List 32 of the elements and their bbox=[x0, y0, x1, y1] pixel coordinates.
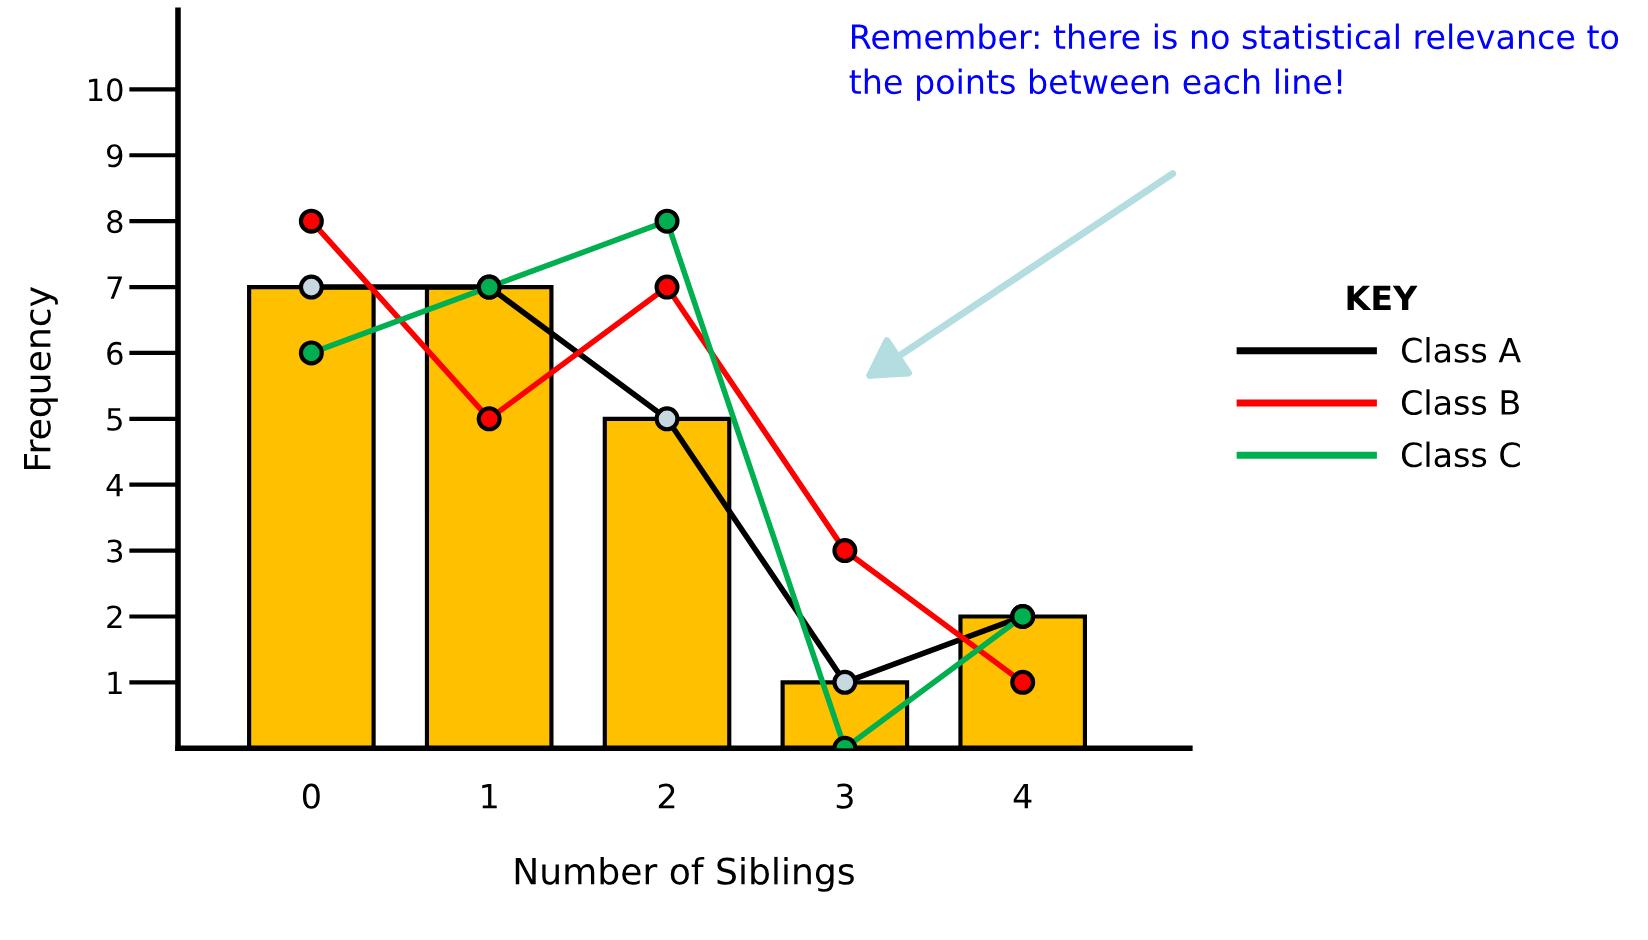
y-tick-label: 4 bbox=[106, 474, 123, 497]
x-axis-title: Number of Siblings bbox=[515, 856, 854, 892]
point bbox=[832, 669, 858, 695]
legend-label: Class B bbox=[1401, 389, 1519, 416]
x-tick-label: 4 bbox=[1013, 783, 1032, 809]
y-tick-label: 6 bbox=[107, 341, 123, 365]
x-tick-label: 2 bbox=[658, 783, 675, 809]
point bbox=[654, 274, 680, 300]
y-tick-label: 9 bbox=[106, 144, 123, 168]
y-tick-label: 10 bbox=[88, 78, 123, 102]
legend-title: KEY bbox=[1347, 285, 1418, 311]
x-tick-label: 0 bbox=[302, 783, 320, 809]
point bbox=[1010, 669, 1036, 695]
y-tick-label: 1 bbox=[108, 671, 122, 694]
y-tick-label: 2 bbox=[107, 605, 122, 629]
point bbox=[476, 406, 502, 432]
point bbox=[298, 340, 324, 366]
point bbox=[298, 208, 324, 234]
x-tick-label: 1 bbox=[482, 783, 497, 809]
y-tick-label: 8 bbox=[107, 210, 123, 234]
point bbox=[654, 406, 680, 432]
legend-label: Class C bbox=[1401, 441, 1520, 468]
legend-label: Class A bbox=[1401, 337, 1521, 363]
y-tick-label: 3 bbox=[107, 539, 123, 563]
y-tick-label: 5 bbox=[107, 408, 122, 431]
x-tick-label: 3 bbox=[836, 783, 853, 809]
y-tick-label: 7 bbox=[107, 276, 122, 299]
point bbox=[654, 208, 680, 234]
point bbox=[832, 538, 858, 564]
annotation: Remember: there is no statistical relevance to the points between each line! bbox=[849, 23, 1619, 101]
point bbox=[298, 274, 324, 300]
y-axis-title: Frequency bbox=[24, 287, 58, 470]
